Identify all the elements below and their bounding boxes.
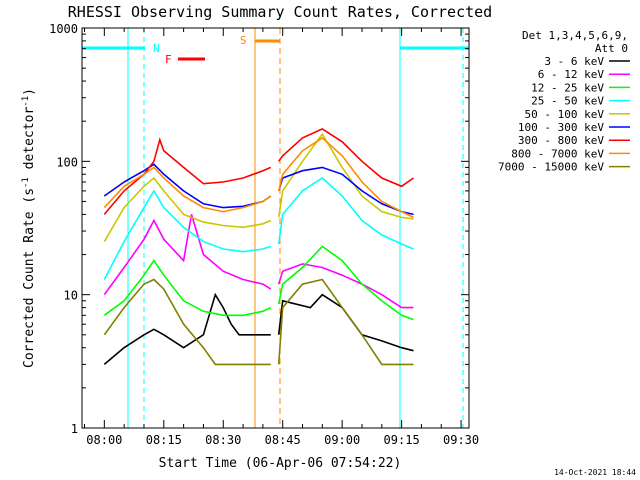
legend-label: 50 - 100 keV <box>525 108 605 121</box>
series-line <box>103 176 272 243</box>
x-axis-label: Start Time (06-Apr-06 07:54:22) <box>159 456 402 471</box>
y-tick-label: 1000 <box>49 22 78 36</box>
y-tick-label: 100 <box>56 155 78 169</box>
series-line <box>103 163 272 209</box>
legend-label: 300 - 800 keV <box>518 134 604 147</box>
series-line <box>103 278 271 366</box>
x-tick-label: 09:15 <box>384 433 420 447</box>
count-rate-series <box>103 127 414 366</box>
y-axis-label: Corrected Count Rate (s-1 detector-1) <box>21 88 37 368</box>
legend-label: 7000 - 15000 keV <box>498 161 604 174</box>
series-line <box>277 176 414 250</box>
x-tick-label: 09:00 <box>324 433 360 447</box>
x-tick-label: 09:30 <box>443 433 479 447</box>
legend-label: 3 - 6 keV <box>544 55 604 68</box>
flag-label-n: N <box>153 42 160 55</box>
x-tick-label: 08:15 <box>146 433 182 447</box>
legend-label: 6 - 12 keV <box>538 68 605 81</box>
plot-frame <box>81 27 470 429</box>
chart-title: RHESSI Observing Summary Count Rates, Co… <box>68 3 492 21</box>
x-tick-label: 08:30 <box>205 433 241 447</box>
y-axis-label-part: detector <box>22 107 37 178</box>
series-line <box>277 136 414 219</box>
legend-label: 100 - 300 keV <box>518 121 604 134</box>
y-axis-label-part: ) <box>22 88 37 96</box>
series-line <box>277 263 414 309</box>
series-line <box>103 166 272 213</box>
series-line <box>103 259 272 317</box>
y-tick-label: 10 <box>64 289 78 303</box>
series-line <box>277 245 414 321</box>
y-tick-label: 1 <box>71 422 78 436</box>
legend-label: 25 - 50 keV <box>531 95 604 108</box>
flag-label-f: F <box>165 53 172 66</box>
series-line <box>103 189 272 280</box>
series-line <box>103 292 271 366</box>
series-line <box>277 278 414 366</box>
legend-header-line: Det 1,3,4,5,6,9, <box>522 29 628 42</box>
legend-label: 800 - 7000 keV <box>511 147 604 160</box>
y-axis-label-part: Corrected Count Rate (s <box>22 188 37 368</box>
y-axis-label-exponent: -1 <box>21 96 31 107</box>
series-line <box>103 214 272 296</box>
generation-timestamp: 14-Oct-2021 18:44 <box>554 468 636 477</box>
x-tick-label: 08:00 <box>86 433 122 447</box>
flag-label-s: S <box>240 34 247 47</box>
legend-label: 12 - 25 keV <box>531 81 604 94</box>
observing-flags: NF S <box>82 28 469 428</box>
legend-header-line: Att 0 <box>595 42 628 55</box>
series-line <box>278 127 414 188</box>
x-tick-label: 08:45 <box>265 433 301 447</box>
series-line <box>277 132 414 220</box>
axes: 1 10 100 1000 08:00 08:15 08:30 08:45 09:00 09:15… <box>49 22 479 447</box>
y-axis-label-exponent: -1 <box>21 177 31 188</box>
